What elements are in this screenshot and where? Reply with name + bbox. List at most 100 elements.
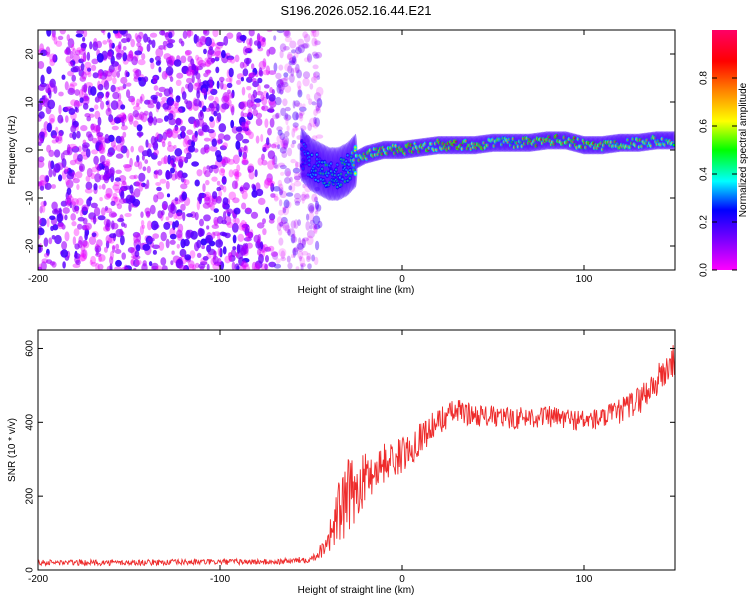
noise-blob: [214, 46, 221, 57]
noise-blob: [121, 121, 125, 127]
noise-blob: [210, 88, 218, 96]
noise-blob: [38, 227, 45, 236]
noise-blob: [165, 216, 170, 221]
noise-blob: [291, 140, 297, 145]
noise-blob: [175, 95, 181, 103]
noise-blob: [49, 78, 56, 88]
noise-blob: [261, 105, 266, 111]
noise-blob: [122, 45, 127, 51]
noise-blob: [285, 116, 289, 126]
noise-blob: [109, 256, 114, 265]
noise-blob: [212, 100, 218, 109]
noise-blob: [239, 125, 248, 133]
noise-blob: [133, 70, 140, 80]
noise-blob: [284, 106, 291, 112]
noise-blob: [270, 143, 277, 149]
noise-blob: [256, 91, 264, 96]
noise-blob: [232, 234, 237, 244]
noise-blob: [283, 76, 289, 81]
noise-blob: [284, 30, 291, 38]
noise-blob: [289, 182, 296, 193]
noise-blob: [161, 141, 166, 148]
noise-blob: [290, 158, 297, 164]
noise-blob: [115, 117, 121, 124]
noise-blob: [170, 167, 175, 174]
noise-blob: [273, 35, 277, 41]
noise-blob: [163, 53, 172, 60]
noise-blob: [136, 42, 142, 48]
noise-blob: [282, 206, 288, 211]
noise-blob: [79, 76, 87, 82]
noise-blob: [109, 233, 117, 239]
noise-blob: [287, 229, 291, 236]
noise-blob: [168, 211, 174, 218]
noise-blob: [290, 233, 296, 244]
noise-blob: [166, 42, 174, 49]
noise-blob: [107, 151, 113, 157]
noise-blob: [147, 103, 155, 109]
noise-blob: [87, 67, 92, 72]
noise-blob: [222, 211, 227, 221]
noise-blob: [126, 148, 130, 159]
noise-blob: [228, 252, 233, 262]
noise-blob: [213, 110, 218, 117]
noise-blob: [239, 101, 247, 111]
noise-blob: [280, 256, 287, 262]
noise-blob: [148, 116, 153, 126]
noise-blob: [311, 37, 317, 47]
noise-blob: [59, 30, 66, 35]
noise-blob: [240, 77, 244, 82]
noise-blob: [109, 167, 115, 176]
noise-blob: [130, 259, 134, 265]
noise-blob: [220, 168, 226, 174]
noise-blob: [152, 244, 160, 250]
noise-blob: [255, 135, 260, 144]
noise-blob: [262, 228, 267, 236]
noise-blob: [169, 76, 174, 82]
noise-blob: [110, 212, 118, 218]
noise-blob: [43, 200, 47, 207]
noise-blob: [283, 199, 290, 209]
noise-blob: [170, 159, 174, 167]
noise-blob: [310, 30, 317, 34]
noise-blob: [246, 112, 254, 121]
noise-blob: [49, 53, 56, 63]
noise-blob: [196, 252, 202, 258]
noise-blob: [217, 139, 223, 144]
noise-blob: [231, 105, 235, 116]
noise-blob: [295, 161, 301, 168]
noise-blob: [240, 111, 244, 118]
noise-blob: [180, 125, 186, 132]
noise-blob: [169, 92, 174, 99]
noise-blob: [62, 207, 70, 214]
noise-blob: [291, 254, 295, 259]
spectrogram-x-label: Height of straight line (km): [298, 285, 415, 296]
noise-blob: [135, 244, 141, 252]
noise-blob: [58, 174, 63, 182]
noise-blob: [105, 159, 111, 164]
noise-blob: [312, 215, 321, 225]
noise-blob: [278, 221, 284, 227]
noise-blob: [203, 48, 207, 55]
noise-blob: [57, 35, 64, 41]
noise-blob: [52, 167, 57, 177]
noise-blob: [313, 71, 320, 78]
noise-blob: [302, 31, 308, 39]
noise-blob: [306, 252, 312, 260]
noise-blob: [279, 43, 287, 52]
noise-blob: [80, 151, 87, 157]
noise-blob: [195, 54, 200, 61]
noise-blob: [299, 263, 306, 268]
noise-blob: [73, 253, 81, 259]
noise-blob: [200, 147, 207, 155]
noise-blob: [278, 199, 283, 207]
noise-blob: [51, 30, 56, 38]
noise-blob: [255, 262, 261, 270]
noise-blob: [304, 194, 310, 200]
noise-blob: [268, 70, 277, 75]
noise-blob: [208, 95, 214, 101]
noise-blob: [282, 221, 290, 231]
noise-blob: [155, 169, 159, 180]
noise-blob: [228, 191, 237, 201]
noise-blob: [116, 70, 120, 78]
